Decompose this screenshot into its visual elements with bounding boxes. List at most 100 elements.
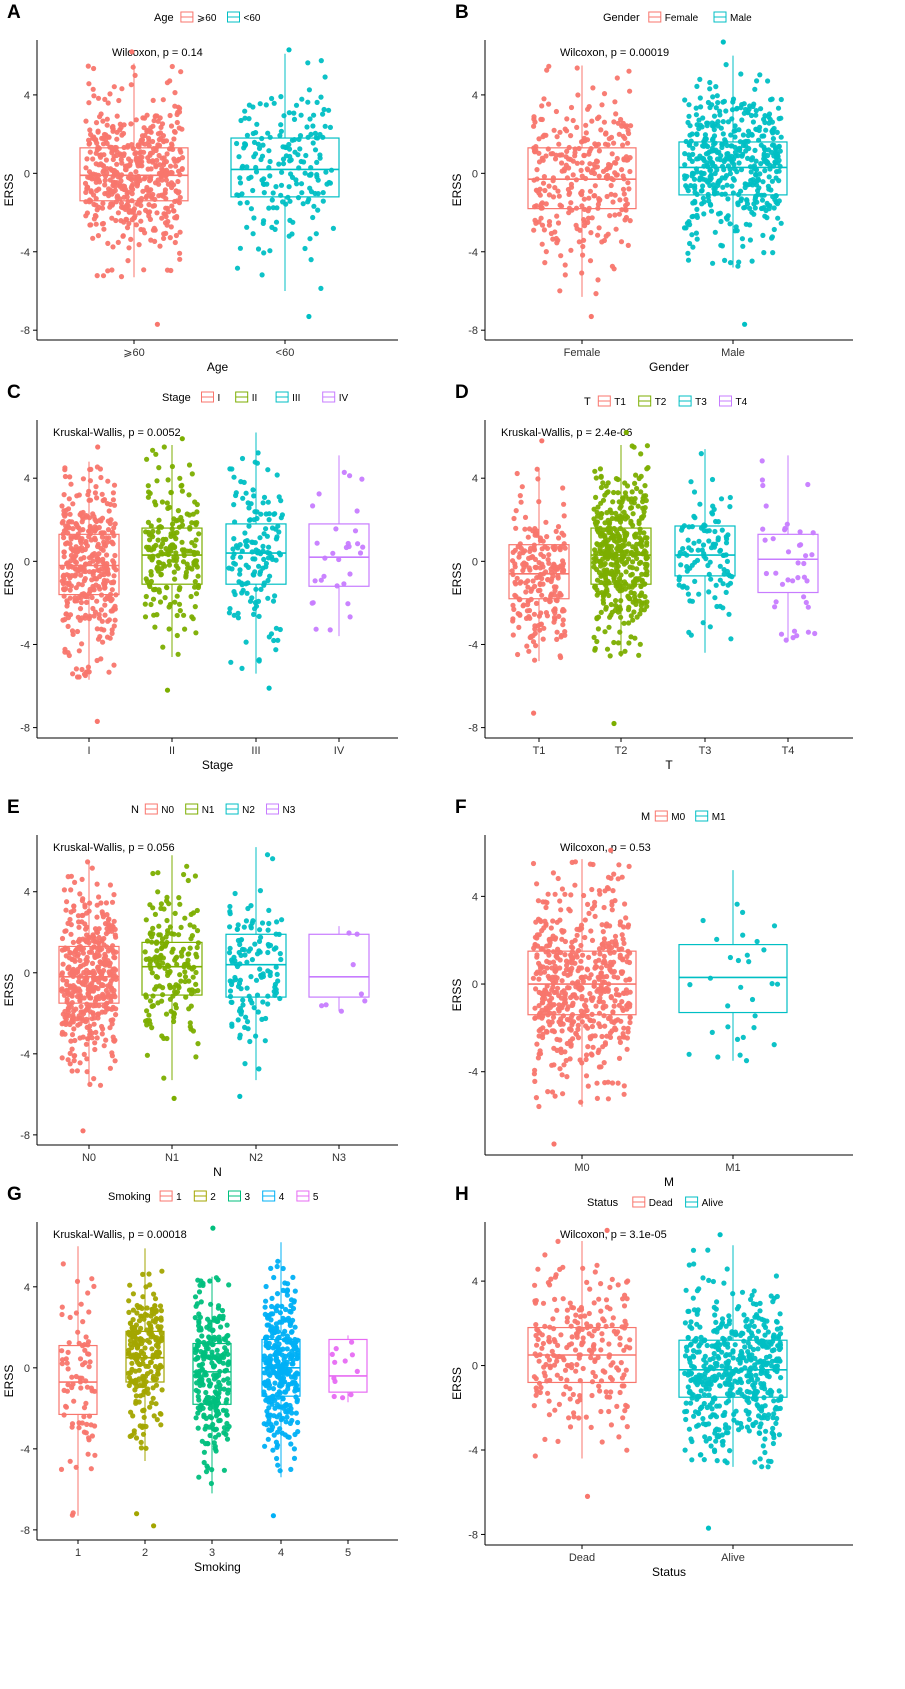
data-point [173,232,179,239]
category-male: Male [678,39,788,359]
data-point [542,187,548,194]
data-point [93,484,99,490]
data-point [109,630,115,637]
data-point [111,987,117,994]
data-point [166,209,172,215]
data-point [526,648,532,654]
data-point [96,940,102,946]
data-point [594,638,600,645]
data-point [586,910,592,917]
data-point [644,603,650,609]
data-point [84,1056,90,1062]
data-point [536,159,543,165]
data-point [110,490,116,496]
data-point [158,124,164,130]
data-point [577,987,584,993]
data-point [644,554,650,560]
data-point [94,518,100,525]
data-point [187,945,193,951]
data-point [739,117,745,123]
data-point [91,975,97,981]
data-point [149,1346,155,1352]
data-point [65,965,71,971]
data-point [101,627,107,633]
data-point [628,518,634,524]
data-point [176,895,182,901]
data-point [171,208,177,214]
data-point [700,917,706,924]
data-point [187,548,193,554]
data-point [167,982,173,989]
data-point [109,215,115,221]
data-point [318,58,324,64]
data-point [513,525,519,531]
data-point [111,623,117,629]
data-point [85,859,91,865]
data-point [59,1031,65,1037]
data-point [538,204,544,210]
data-point [144,129,150,135]
data-point [156,152,162,159]
data-point [287,153,293,160]
outlier-point [164,687,171,693]
data-point [255,550,261,556]
data-point [754,938,760,945]
x-tick-label: N0 [82,1152,96,1164]
data-point [132,72,138,78]
data-point [555,573,561,579]
box [230,137,340,198]
data-point [771,226,777,233]
data-point [285,194,291,200]
data-point [574,65,580,71]
data-point [589,1011,595,1018]
data-point [269,95,275,102]
data-point [564,148,570,154]
data-point [78,1301,84,1307]
data-point [94,207,100,213]
data-point [266,148,272,154]
data-point [163,934,169,940]
data-point [790,578,796,584]
data-point [690,145,696,151]
data-point [99,221,105,227]
data-point [194,907,200,914]
data-point [154,566,160,572]
data-point [244,985,250,991]
data-point [691,540,697,546]
data-point [750,103,756,110]
data-point [536,499,542,505]
data-point [104,170,110,176]
data-point [686,113,692,119]
data-point [717,108,723,114]
y-axis-label: ERSS [2,563,16,596]
data-point [557,202,563,208]
data-point [115,210,121,216]
data-point [630,511,636,517]
data-point [161,159,167,165]
data-point [636,520,642,527]
data-point [601,953,607,959]
data-point [513,581,519,587]
data-point [766,174,772,180]
data-point [625,127,631,133]
data-point [228,659,234,665]
data-point [570,172,576,178]
x-tick-label: N3 [332,1152,346,1164]
data-point [103,157,109,163]
data-point [144,1052,150,1058]
legend-key [180,11,194,23]
data-point [685,257,692,263]
data-point [621,1083,627,1089]
data-point [63,611,69,617]
data-point [318,285,324,291]
data-point [301,159,307,165]
data-point [119,132,125,138]
legend-key [262,1190,276,1202]
data-point [271,511,277,517]
data-point [531,545,537,551]
data-point [101,226,107,232]
data-point [758,106,764,112]
data-point [725,163,732,169]
data-point [104,116,110,122]
data-point [257,101,263,107]
